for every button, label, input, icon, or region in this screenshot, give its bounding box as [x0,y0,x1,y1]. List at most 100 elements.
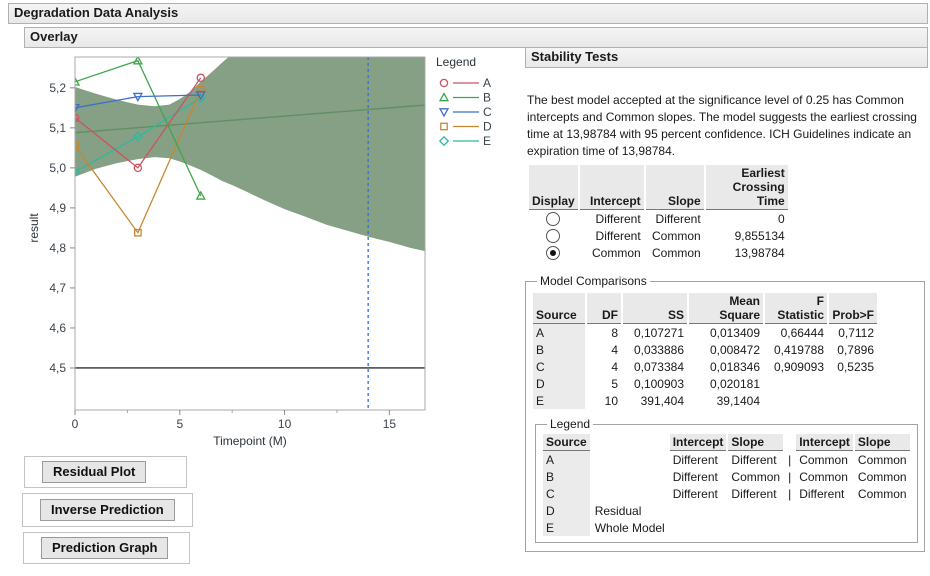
legend-B-label: B [483,91,491,105]
display-radio-2[interactable] [546,245,561,260]
legend-box: Legend Source Intercept Slope Intercept Slop… [535,417,918,543]
series-E-marker [132,131,143,142]
legend-C-label: C [483,105,492,119]
report-title-bar[interactable]: Degradation Data Analysis [8,3,928,24]
table-cell: 0,013409 [709,325,760,340]
overlay-plot-svg[interactable]: 4,5 4,6 4,7 4,8 4,9 5,0 5,1 5,2 result 0 5 10 15 Time… [24,50,524,452]
table-cell: 0,66444 [780,325,824,340]
table-cell [592,451,668,468]
column-header: Slope [728,434,784,451]
table-cell: | [788,452,792,467]
series-C-line [75,94,201,109]
series-E-marker [75,166,81,177]
plot-legend-title: Legend [436,55,476,69]
table-cell: 0,7896 [837,342,874,357]
table-cell: Different [672,469,718,484]
table-cell [670,519,727,536]
table-cell: 10 [604,393,618,408]
table-cell: A [533,324,585,341]
prediction-graph-button[interactable]: Prediction Graph [41,537,169,559]
overlay-section-bar[interactable]: Overlay [24,27,928,48]
table-cell: 0 [778,211,785,226]
table-cell: 0,033886 [633,342,684,357]
series-A [75,73,205,173]
table-cell [796,502,853,519]
table-cell: 0,020181 [709,376,760,391]
table-cell: 9,855134 [734,228,785,243]
legend-D-marker [440,122,448,131]
table-cell: Different [672,452,718,467]
svg-text:15: 15 [383,417,397,431]
table-cell [855,502,910,519]
table-cell: Common [857,469,907,484]
table-cell: 0,018346 [709,359,760,374]
table-cell: B [543,468,590,485]
legend-table-row: C Different Different | Different Common [543,485,910,502]
series-D-marker [75,142,79,150]
stability-tests-bar[interactable]: Stability Tests [525,47,928,68]
y-axis-label: result [27,213,41,243]
table-cell: Different [595,228,641,243]
legend-B-marker [438,92,450,102]
y-axis: 4,5 4,6 4,7 4,8 4,9 5,0 5,1 5,2 result [27,81,75,375]
series-B-marker [195,190,206,200]
table-cell: 4 [611,359,618,374]
display-radio-0[interactable] [546,211,561,226]
legend-box-title: Legend [550,417,591,431]
table-cell [796,519,853,536]
svg-text:0: 0 [72,417,79,431]
display-radio-1[interactable] [546,228,561,243]
table-cell [785,519,794,536]
series-B-marker [132,57,143,65]
legend-A-label: A [483,76,491,90]
table-cell: Common [799,452,848,467]
plot-frame [74,56,426,411]
plot-legend-item-C: C [438,105,492,119]
table-cell: 0,909093 [773,359,824,374]
display-radio-cell [529,227,578,244]
legend-table-row: A Different Different | Common Common [543,451,910,468]
series-D-marker [196,85,205,94]
intercept-column-header: Intercept [579,165,644,210]
inverse-prediction-button[interactable]: Inverse Prediction [40,499,175,521]
residual-plot-button[interactable]: Residual Plot [42,461,147,483]
table-cell: 0,008472 [709,342,760,357]
table-cell: Common [857,486,907,501]
table-cell: | [788,469,792,484]
table-cell [829,392,877,409]
table-cell: Different [672,486,718,501]
table-cell: C [543,485,590,502]
legend-A-marker [439,78,449,88]
column-header: SS [623,293,687,324]
table-cell: 4 [611,342,618,357]
column-header: Intercept [796,434,853,451]
table-cell: C [533,358,585,375]
table-cell: E [543,519,590,536]
svg-text:4,9: 4,9 [49,201,66,215]
table-cell: E [533,392,585,409]
table-cell [855,519,910,536]
overlay-plot[interactable]: 4,5 4,6 4,7 4,8 4,9 5,0 5,1 5,2 result 0 5 10 15 Time… [24,50,524,452]
stability-description: The best model accepted at the significa… [527,93,917,158]
svg-text:5,2: 5,2 [49,81,66,95]
series-C-marker [75,103,81,114]
display-table-row: Different Different 0 [529,210,788,227]
table-cell: D [533,375,585,392]
table-cell: 0,419788 [773,342,824,357]
table-cell: Common [592,245,641,260]
table-cell: 13,98784 [734,245,785,260]
svg-text:4,6: 4,6 [49,321,66,335]
table-cell [765,375,827,392]
table-cell [728,519,783,536]
table-cell: 0,7112 [838,325,874,340]
legend-E-label: E [483,134,491,148]
table-cell: | [788,486,792,501]
table-cell [592,485,668,502]
display-column-header: Display [529,165,578,210]
model-comparisons-table: Source DF SS Mean Square F Statistic Prob>F A 8… [531,293,879,409]
column-header [785,434,794,451]
legend-E-marker [438,135,450,147]
series-D-line [75,89,202,234]
inverse-prediction-button-box: Inverse Prediction [22,493,193,527]
